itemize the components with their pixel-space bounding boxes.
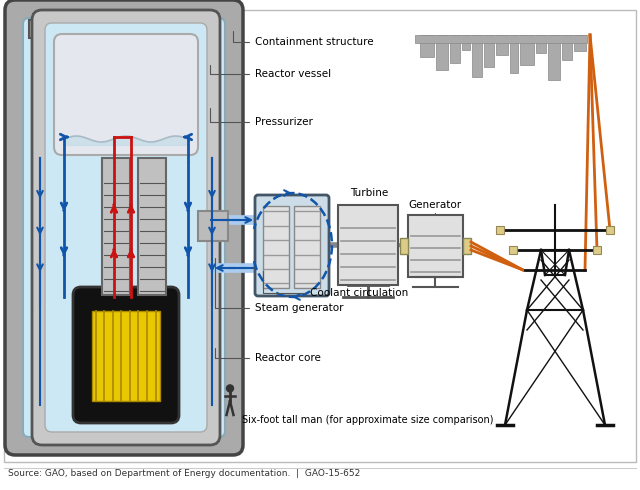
Text: Turbine: Turbine	[350, 188, 388, 205]
Bar	[102, 158, 130, 295]
Bar	[92, 311, 160, 401]
Bar	[484, 35, 494, 67]
FancyBboxPatch shape	[338, 205, 398, 285]
Bar	[593, 246, 601, 254]
Bar	[263, 206, 289, 288]
Circle shape	[227, 385, 234, 392]
FancyBboxPatch shape	[32, 10, 220, 445]
Text: Steam generator: Steam generator	[215, 258, 344, 313]
Bar	[496, 35, 508, 55]
Text: Source: GAO, based on Department of Energy documentation.  |  GAO-15-652: Source: GAO, based on Department of Ener…	[8, 469, 360, 478]
Bar	[496, 226, 504, 234]
Bar	[29, 20, 51, 38]
Bar	[548, 35, 560, 80]
FancyBboxPatch shape	[45, 23, 207, 432]
Bar	[436, 35, 448, 70]
Text: Containment structure: Containment structure	[233, 31, 374, 47]
Bar	[198, 211, 228, 241]
FancyBboxPatch shape	[73, 287, 179, 423]
Text: Generator: Generator	[408, 200, 461, 215]
Bar	[574, 35, 586, 51]
FancyBboxPatch shape	[408, 215, 463, 277]
FancyBboxPatch shape	[54, 34, 198, 155]
Bar	[509, 246, 517, 254]
Bar	[520, 35, 534, 65]
Bar	[510, 35, 518, 73]
Bar	[450, 35, 460, 63]
Bar	[472, 35, 482, 77]
FancyBboxPatch shape	[255, 195, 329, 296]
Bar	[294, 206, 320, 288]
Bar	[462, 35, 470, 50]
Bar	[463, 238, 471, 254]
FancyBboxPatch shape	[5, 0, 243, 455]
Bar	[197, 20, 219, 38]
Bar	[138, 158, 166, 295]
Text: Reactor core: Reactor core	[215, 348, 321, 363]
Text: Pressurizer: Pressurizer	[210, 108, 313, 127]
FancyBboxPatch shape	[4, 10, 636, 462]
Bar	[606, 226, 614, 234]
FancyBboxPatch shape	[23, 18, 225, 437]
Text: Reactor vessel: Reactor vessel	[210, 65, 331, 79]
Bar	[420, 35, 434, 57]
Bar	[536, 35, 546, 53]
Bar	[415, 35, 587, 43]
Text: Six-foot tall man (for approximate size comparison): Six-foot tall man (for approximate size …	[242, 415, 493, 425]
Bar	[400, 238, 408, 254]
Bar	[562, 35, 572, 60]
Text: Coolant circulation: Coolant circulation	[263, 271, 408, 298]
